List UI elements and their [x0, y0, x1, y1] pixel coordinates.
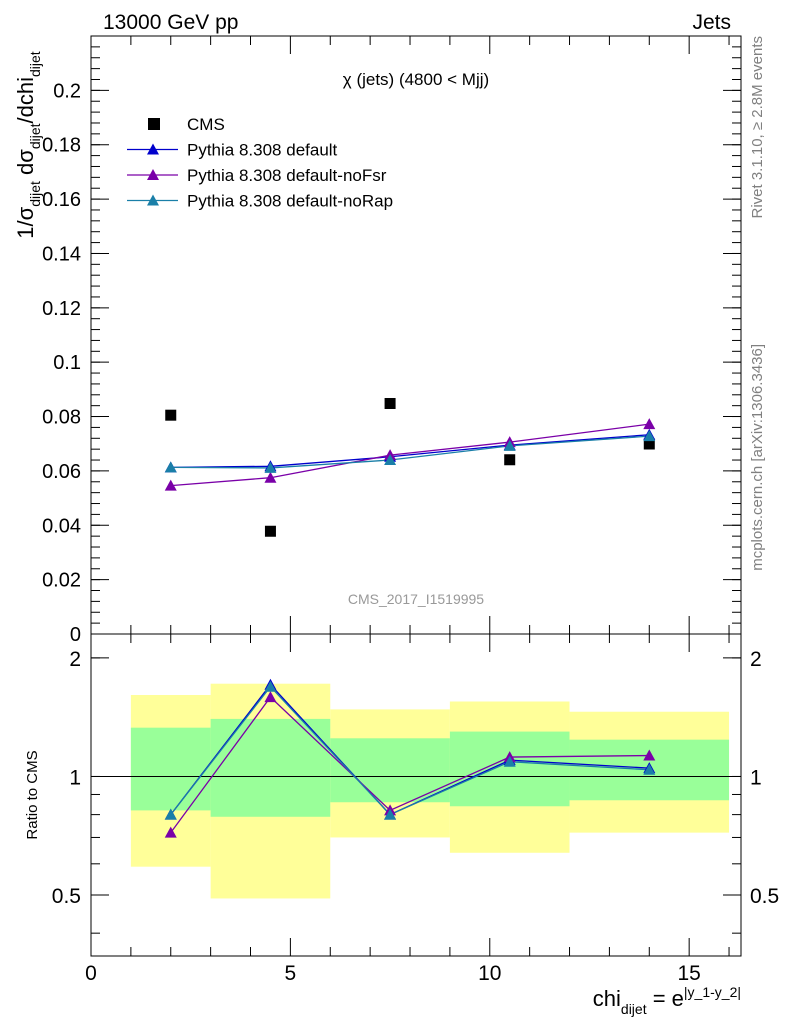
ratio-data-point	[384, 808, 397, 820]
mc-data-point	[264, 461, 277, 473]
main-series-line	[170, 434, 650, 469]
legend-label: CMS	[187, 115, 225, 134]
x-tick-label: 0	[85, 962, 97, 985]
mc-data-point	[164, 479, 177, 491]
green-uncertainty-band	[449, 731, 570, 807]
cms-data-point	[165, 409, 177, 421]
green-uncertainty-band	[130, 727, 211, 811]
ratio-plot-series	[91, 678, 741, 838]
legend-marker-triangle	[147, 169, 159, 180]
x-tick-label: 10	[478, 962, 501, 985]
plot-title: χ (jets) (4800 < Mjj)	[343, 70, 489, 89]
main-y-tick-label: 0.1	[53, 352, 81, 374]
ratio-y-tick-label-left: 1	[69, 766, 81, 789]
ratio-data-point	[164, 826, 177, 838]
main-y-tick-label: 0.08	[42, 407, 81, 429]
mc-data-point	[503, 439, 516, 451]
legend-marker-triangle	[147, 143, 159, 155]
header-left: 13000 GeV pp	[103, 11, 238, 34]
main-y-tick-label: 0.18	[42, 135, 81, 157]
ratio-data-point	[643, 763, 656, 775]
ratio-y-tick-label-right: 2	[750, 648, 762, 671]
ratio-plot-frame	[90, 633, 742, 957]
main-plot-series	[164, 397, 656, 537]
legend-label: Pythia 8.308 default	[187, 141, 338, 160]
main-y-tick-label: 0.02	[42, 570, 81, 592]
ratio-data-point	[164, 808, 177, 820]
main-y-axis-label-text: 1/σdijet dσdijet/dchidijet	[13, 51, 43, 239]
main-y-tick-label: 0.16	[42, 189, 81, 211]
main-y-tick-label: 0.06	[42, 461, 81, 483]
ratio-data-point	[503, 755, 516, 767]
x-axis-label: chidijet = e|y_1-y_2|	[593, 984, 741, 1017]
cms-data-point	[384, 397, 396, 409]
legend-marker-square	[148, 118, 160, 130]
green-uncertainty-band	[330, 738, 450, 803]
mc-data-point	[643, 418, 656, 430]
mcplots-label: mcplots.cern.ch [arXiv:1306.3436]	[749, 344, 766, 571]
x-tick-label: 15	[677, 962, 700, 985]
cms-data-point	[643, 438, 655, 450]
rivet-label: Rivet 3.1.10, ≥ 2.8M events	[749, 36, 766, 219]
ratio-y-tick-label-right: 1	[750, 766, 762, 789]
ratio-uncertainty-bands	[130, 683, 730, 899]
legend-label: Pythia 8.308 default-noFsr	[187, 166, 387, 185]
main-y-tick-label: 0.2	[53, 80, 81, 102]
legend: CMS Pythia 8.308 default Pythia 8.308 defa…	[127, 115, 393, 211]
mc-data-point	[264, 471, 277, 483]
ratio-y-tick-label-left: 2	[69, 648, 81, 671]
main-y-axis-label: 1/σdijet dσdijet/dchidijet	[13, 51, 43, 239]
main-y-tick-label: 0.14	[42, 243, 81, 265]
legend-label: Pythia 8.308 default-noRap	[187, 192, 393, 211]
ratio-data-point	[264, 691, 277, 703]
ratio-y-tick-label-right: 0.5	[750, 885, 779, 908]
ratio-y-axis-label: Ratio to CMS	[24, 750, 41, 839]
main-series-line	[170, 435, 650, 469]
main-y-tick-label: 0	[70, 624, 81, 646]
ratio-data-point	[643, 749, 656, 761]
ratio-plot-axes: 0.5 0.5 1 1 2 2 0 5 10 15	[52, 633, 779, 985]
mc-data-point	[643, 430, 656, 442]
mc-data-point	[384, 454, 397, 466]
cms-data-point	[504, 454, 516, 466]
ratio-y-tick-label-left: 0.5	[52, 885, 81, 908]
mc-data-point	[164, 461, 177, 473]
x-axis-label-text: chidijet = e|y_1-y_2|	[593, 984, 741, 1017]
cms-data-point	[264, 525, 276, 537]
x-tick-label: 5	[285, 962, 297, 985]
main-y-tick-label: 0.04	[42, 515, 81, 537]
main-plot-axes: 0 0.02 0.04 0.06 0.08 0.1 0.12 0.14 0.16 0.18 0.2	[42, 35, 742, 646]
watermark: CMS_2017_I1519995	[348, 591, 484, 607]
green-uncertainty-band	[210, 718, 331, 817]
legend-marker-triangle	[147, 194, 159, 206]
header-right: Jets	[692, 11, 731, 34]
ratio-data-point	[264, 680, 277, 692]
main-y-tick-label: 0.12	[42, 298, 81, 320]
